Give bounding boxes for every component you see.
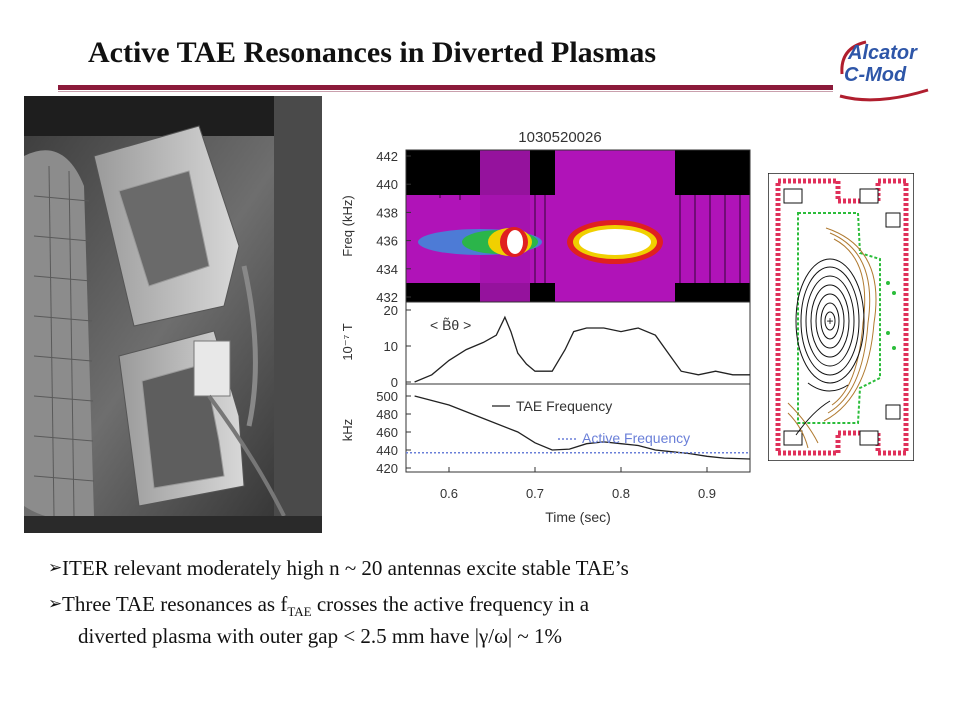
amplitude-ytick: 20 [384, 303, 398, 318]
time-xlabel: Time (sec) [545, 509, 611, 525]
frequency-ytick: 480 [376, 407, 398, 422]
frequency-panel: TAE Frequency Active Frequency [405, 383, 751, 473]
bullet-2-line2: diverted plasma with outer gap < 2.5 mm … [78, 624, 562, 649]
time-xtick: 0.6 [440, 486, 458, 501]
amplitude-ytick: 10 [384, 339, 398, 354]
spectrogram-ytick: 436 [376, 234, 398, 249]
bullet-list: ➢ITER relevant moderately high n ~ 20 an… [48, 556, 629, 660]
amplitude-yticks: 20 10 0 [384, 303, 411, 390]
bullet-2-post: crosses the active frequency in a [311, 592, 590, 616]
amplitude-ytick: 0 [391, 375, 398, 390]
slide-title: Active TAE Resonances in Diverted Plasma… [88, 36, 657, 69]
arrow-bullet-icon: ➢ [48, 558, 63, 577]
amplitude-legend: < B̃θ > [430, 317, 471, 333]
spectrogram-ytick: 438 [376, 205, 398, 220]
logo-line1: Alcator [848, 42, 917, 64]
spectrogram-ytick: 434 [376, 262, 398, 277]
antenna-photo [24, 96, 322, 533]
tae-frequency-trace [414, 395, 751, 460]
time-xticks: 0.6 0.7 0.8 0.9 [440, 467, 716, 501]
arrow-bullet-icon: ➢ [48, 594, 63, 613]
time-xtick: 0.9 [698, 486, 716, 501]
spectrogram-panel [405, 149, 751, 303]
title-rule-shadow [58, 91, 833, 92]
time-xtick: 0.8 [612, 486, 630, 501]
frequency-ytick: 500 [376, 389, 398, 404]
plasma-cross-section: + [768, 173, 914, 461]
frequency-yticks: 500 480 460 440 420 [376, 389, 411, 476]
title-rule [58, 85, 833, 90]
active-legend: Active Frequency [582, 430, 690, 446]
svg-text:+: + [826, 314, 833, 328]
tae-legend: TAE Frequency [516, 398, 612, 414]
frequency-ytick: 460 [376, 425, 398, 440]
amplitude-ylabel: 10⁻⁷ T [340, 323, 355, 360]
bullet-2-sub: TAE [287, 604, 312, 620]
spectrogram-ytick: 442 [376, 149, 398, 164]
bullet-2: ➢Three TAE resonances as fTAE crosses th… [48, 592, 629, 648]
alcator-logo: Alcator C-Mod [836, 34, 936, 104]
tae-plots: 1030520026 Freq (kHz) 442 440 438 436 434 432… [340, 129, 751, 525]
bullet-1: ➢ITER relevant moderately high n ~ 20 an… [48, 556, 629, 580]
spectrogram-ytick: 432 [376, 290, 398, 305]
frequency-ylabel: kHz [340, 419, 355, 441]
amplitude-trace [414, 315, 750, 383]
frequency-ytick: 440 [376, 443, 398, 458]
time-xtick: 0.7 [526, 486, 544, 501]
bullet-2-pre: Three TAE resonances as f [62, 592, 288, 616]
logo-line2: C-Mod [844, 64, 907, 86]
amplitude-panel [405, 301, 751, 385]
spectrogram-yticks: 442 440 438 436 434 432 [376, 149, 411, 305]
frequency-ytick: 420 [376, 461, 398, 476]
shot-number: 1030520026 [518, 129, 601, 146]
spectrogram-ylabel: Freq (kHz) [340, 195, 355, 256]
bullet-1-text: ITER relevant moderately high n ~ 20 ant… [62, 556, 629, 580]
logo-swoosh-icon [839, 40, 929, 102]
spectrogram-ytick: 440 [376, 177, 398, 192]
